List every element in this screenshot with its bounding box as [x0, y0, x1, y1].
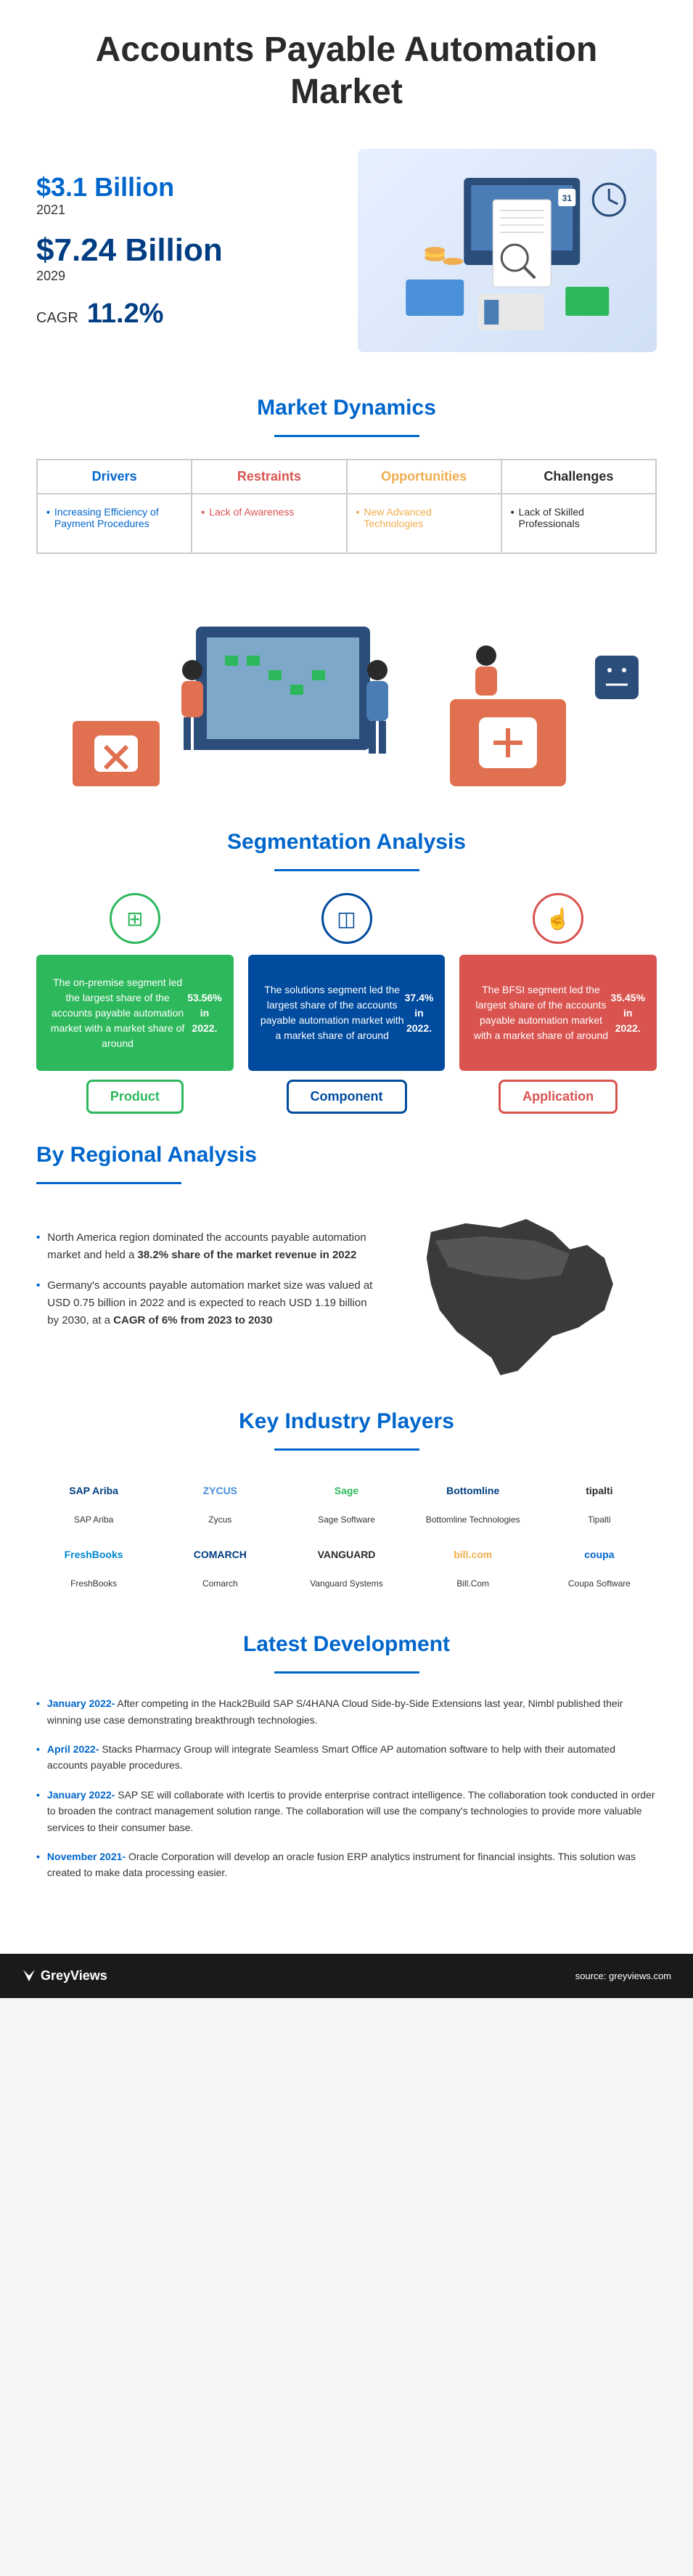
player-logo: coupa: [542, 1536, 657, 1573]
regional-bullet: •Germany's accounts payable automation m…: [36, 1277, 374, 1329]
segmentation-card: ☝ The BFSI segment led the largest share …: [459, 893, 657, 1114]
segmentation-card: ◫ The solutions segment led the largest s…: [248, 893, 446, 1114]
player-logo: VANGUARD: [289, 1536, 403, 1573]
player-cell: coupa Coupa Software: [542, 1536, 657, 1589]
segmentation-card: ⊞ The on-premise segment led the largest …: [36, 893, 234, 1114]
hero-illustration: 31: [358, 149, 657, 352]
svg-text:31: 31: [562, 193, 572, 203]
player-name: Comarch: [163, 1578, 277, 1589]
player-cell: Sage Sage Software: [289, 1472, 403, 1525]
dynamics-column-head: Restraints: [192, 460, 345, 494]
footer-source: source: greyviews.com: [575, 1970, 671, 1981]
player-cell: Bottomline Bottomline Technologies: [416, 1472, 530, 1525]
players-title: Key Industry Players: [36, 1409, 657, 1434]
footer-logo: GreyViews: [22, 1968, 107, 1984]
development-item: •January 2022- After competing in the Ha…: [36, 1695, 657, 1728]
cagr-value: 11.2%: [87, 298, 164, 330]
stat-2021-value: $3.1 Billion: [36, 172, 336, 203]
stat-2021-year: 2021: [36, 203, 336, 218]
development-list: •January 2022- After competing in the Ha…: [36, 1695, 657, 1881]
player-name: Zycus: [163, 1515, 277, 1525]
hero-stats: $3.1 Billion 2021 $7.24 Billion 2029 CAG…: [36, 172, 336, 330]
segmentation-icon: ☝: [533, 893, 583, 944]
segmentation-label: Application: [499, 1080, 618, 1114]
segmentation-body: The BFSI segment led the largest share o…: [459, 955, 657, 1071]
player-cell: FreshBooks FreshBooks: [36, 1536, 151, 1589]
development-item: •November 2021- Oracle Corporation will …: [36, 1849, 657, 1881]
player-name: Sage Software: [289, 1515, 403, 1525]
segmentation-icon: ⊞: [110, 893, 160, 944]
regional-title: By Regional Analysis: [36, 1143, 657, 1167]
dynamics-table: Drivers•Increasing Efficiency of Payment…: [36, 459, 657, 554]
player-logo: COMARCH: [163, 1536, 277, 1573]
player-cell: tipalti Tipalti: [542, 1472, 657, 1525]
development-item: •January 2022- SAP SE will collaborate w…: [36, 1787, 657, 1835]
dynamics-title: Market Dynamics: [36, 396, 657, 420]
segmentation-cards: ⊞ The on-premise segment led the largest …: [36, 893, 657, 1114]
player-cell: COMARCH Comarch: [163, 1536, 277, 1589]
segmentation-title: Segmentation Analysis: [36, 830, 657, 855]
cagr-label: CAGR: [36, 310, 78, 327]
player-name: SAP Ariba: [36, 1515, 151, 1525]
player-cell: ZYCUS Zycus: [163, 1472, 277, 1525]
player-logo: bill.com: [416, 1536, 530, 1573]
regional-section: •North America region dominated the acco…: [36, 1206, 657, 1366]
footer: GreyViews source: greyviews.com: [0, 1954, 693, 1998]
player-logo: ZYCUS: [163, 1472, 277, 1509]
dynamics-column-head: Drivers: [38, 460, 191, 494]
player-name: FreshBooks: [36, 1578, 151, 1589]
player-logo: FreshBooks: [36, 1536, 151, 1573]
player-cell: bill.com Bill.Com: [416, 1536, 530, 1589]
player-logo: tipalti: [542, 1472, 657, 1509]
segmentation-label: Product: [86, 1080, 184, 1114]
player-logo: Bottomline: [416, 1472, 530, 1509]
player-logo: SAP Ariba: [36, 1472, 151, 1509]
player-cell: VANGUARD Vanguard Systems: [289, 1536, 403, 1589]
segmentation-body: The on-premise segment led the largest s…: [36, 955, 234, 1071]
players-grid: SAP Ariba SAP Ariba ZYCUS Zycus Sage Sage Sof…: [36, 1472, 657, 1589]
segmentation-icon: ◫: [321, 893, 372, 944]
player-name: Coupa Software: [542, 1578, 657, 1589]
dynamics-column: Restraints•Lack of Awareness: [192, 460, 347, 553]
dynamics-column-head: Challenges: [502, 460, 655, 494]
player-name: Tipalti: [542, 1515, 657, 1525]
stat-2029-year: 2029: [36, 269, 336, 284]
player-cell: SAP Ariba SAP Ariba: [36, 1472, 151, 1525]
player-logo: Sage: [289, 1472, 403, 1509]
north-america-map: [396, 1206, 657, 1366]
people-illustration: [36, 590, 657, 794]
regional-bullet: •North America region dominated the acco…: [36, 1229, 374, 1264]
dynamics-column-head: Opportunities: [348, 460, 501, 494]
page-title: Accounts Payable Automation Market: [36, 29, 657, 113]
hero-section: $3.1 Billion 2021 $7.24 Billion 2029 CAG…: [36, 149, 657, 352]
player-name: Bill.Com: [416, 1578, 530, 1589]
development-item: •April 2022- Stacks Pharmacy Group will …: [36, 1741, 657, 1774]
regional-bullets: •North America region dominated the acco…: [36, 1229, 374, 1342]
player-name: Bottomline Technologies: [416, 1515, 530, 1525]
dynamics-column: Opportunities•New Advanced Technologies: [348, 460, 502, 553]
player-name: Vanguard Systems: [289, 1578, 403, 1589]
segmentation-body: The solutions segment led the largest sh…: [248, 955, 446, 1071]
stat-2029-value: $7.24 Billion: [36, 232, 336, 269]
dynamics-column: Challenges•Lack of Skilled Professionals: [502, 460, 655, 553]
development-title: Latest Development: [36, 1632, 657, 1657]
segmentation-label: Component: [287, 1080, 407, 1114]
dynamics-column: Drivers•Increasing Efficiency of Payment…: [38, 460, 192, 553]
